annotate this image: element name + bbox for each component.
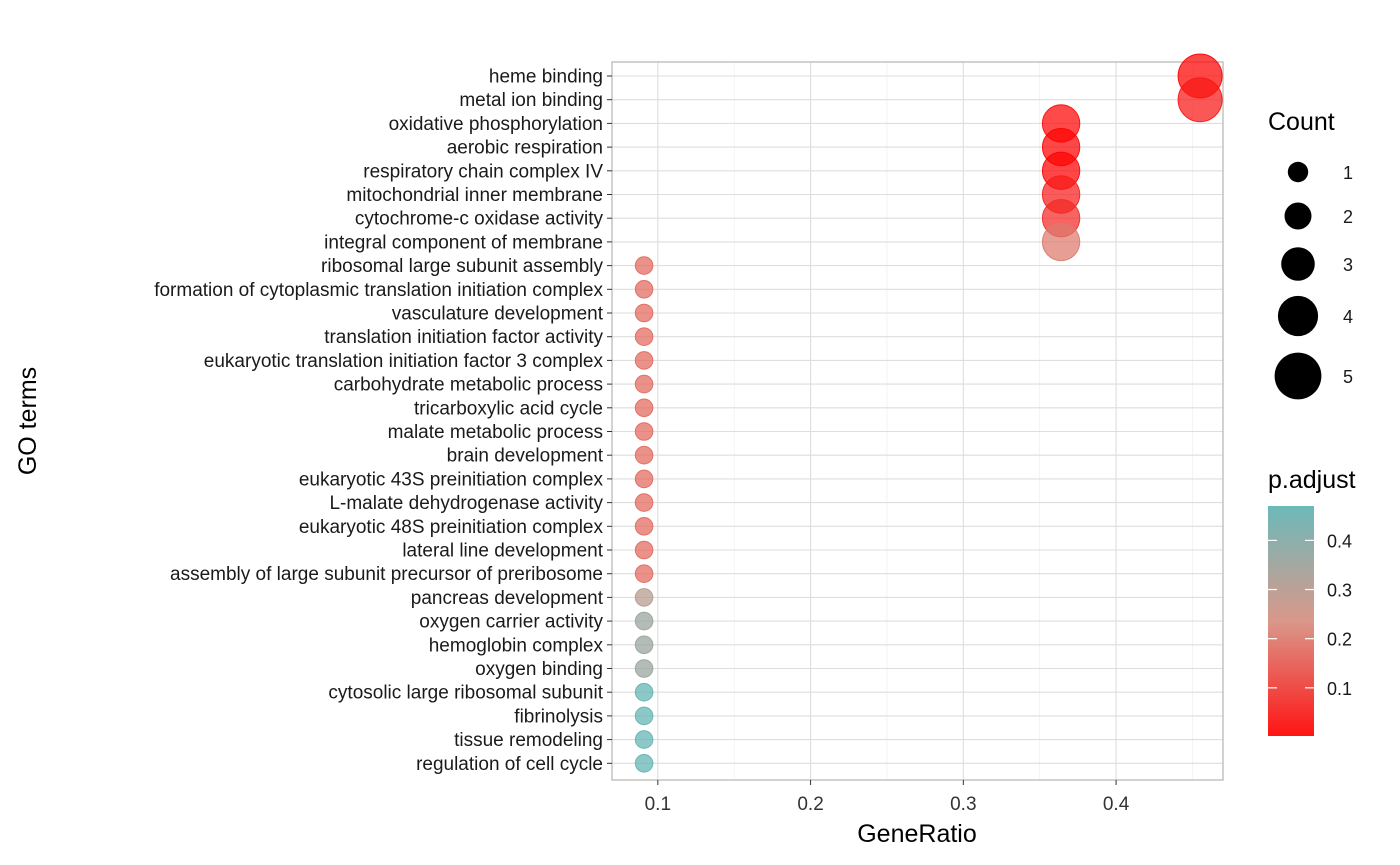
y-tick-label: brain development xyxy=(447,446,604,467)
y-tick-label: eukaryotic 48S preinitiation complex xyxy=(299,517,604,538)
y-tick-label: oxygen carrier activity xyxy=(419,612,603,633)
data-point xyxy=(634,469,654,489)
count-legend: Count 1 2 3 4 5 xyxy=(1268,108,1353,400)
colorbar-tick-label: 0.1 xyxy=(1327,679,1352,699)
x-tick-label: 0.1 xyxy=(645,794,671,815)
count-legend-label: 3 xyxy=(1343,255,1353,275)
data-point xyxy=(1041,222,1081,262)
y-tick-label: L-malate dehydrogenase activity xyxy=(329,493,603,514)
data-point xyxy=(634,706,654,726)
y-axis-title: GO terms xyxy=(14,367,42,475)
y-tick-label: vasculature development xyxy=(392,304,604,325)
x-tick-label: 0.4 xyxy=(1103,794,1130,815)
data-point xyxy=(634,445,654,465)
count-legend-label: 5 xyxy=(1343,367,1353,387)
data-point xyxy=(634,351,654,370)
x-axis-ticks: 0.1 0.2 0.3 0.4 xyxy=(645,780,1130,815)
y-tick-label: pancreas development xyxy=(411,588,604,609)
data-point xyxy=(634,754,654,773)
data-point xyxy=(634,517,654,536)
y-tick-label: respiratory chain complex IV xyxy=(363,161,603,182)
y-tick-label: hemoglobin complex xyxy=(429,635,604,656)
count-legend-dot xyxy=(1274,352,1322,400)
count-legend-dot xyxy=(1287,161,1309,183)
y-tick-label: oxygen binding xyxy=(475,659,603,680)
data-point xyxy=(634,256,654,275)
data-point xyxy=(634,303,654,323)
p-adjust-legend: p.adjust 0.1 0.2 0.3 0.4 xyxy=(1268,466,1356,736)
data-point xyxy=(634,730,654,749)
y-tick-label: eukaryotic translation initiation factor… xyxy=(204,351,604,372)
grid xyxy=(612,62,1223,780)
data-point xyxy=(634,398,654,418)
data-points xyxy=(634,53,1223,773)
colorbar-tick-label: 0.3 xyxy=(1327,581,1352,601)
data-point xyxy=(634,611,654,631)
y-tick-label: eukaryotic 43S preinitiation complex xyxy=(299,469,604,490)
y-tick-label: cytochrome-c oxidase activity xyxy=(355,209,604,230)
data-point xyxy=(634,327,654,347)
count-legend-items: 1 2 3 4 5 xyxy=(1274,161,1353,400)
y-tick-label: assembly of large subunit precursor of p… xyxy=(170,564,603,585)
count-legend-label: 4 xyxy=(1343,307,1353,327)
data-point xyxy=(634,422,654,441)
y-tick-label: aerobic respiration xyxy=(447,138,603,159)
data-point xyxy=(634,564,654,584)
y-tick-label: metal ion binding xyxy=(459,90,603,111)
data-point xyxy=(634,635,654,655)
count-legend-dot xyxy=(1284,202,1312,230)
y-tick-label: oxidative phosphorylation xyxy=(389,114,603,135)
count-legend-title: Count xyxy=(1268,108,1335,136)
y-tick-label: translation initiation factor activity xyxy=(324,327,603,348)
y-tick-label: ribosomal large subunit assembly xyxy=(321,256,603,277)
count-legend-dot xyxy=(1281,247,1315,281)
x-tick-label: 0.2 xyxy=(797,794,823,815)
p-adjust-legend-title: p.adjust xyxy=(1268,466,1356,494)
colorbar-tick-label: 0.4 xyxy=(1327,531,1352,551)
y-tick-label: integral component of membrane xyxy=(324,232,603,253)
data-point xyxy=(634,659,654,678)
data-point xyxy=(634,540,654,560)
count-legend-label: 2 xyxy=(1343,207,1353,227)
y-tick-label: carbohydrate metabolic process xyxy=(334,375,603,396)
y-tick-label: heme binding xyxy=(489,67,603,88)
data-point xyxy=(634,588,654,607)
panel-border xyxy=(611,61,1224,781)
p-adjust-colorbar-ticks: 0.1 0.2 0.3 0.4 xyxy=(1268,531,1352,699)
y-tick-label: regulation of cell cycle xyxy=(416,754,603,775)
data-point xyxy=(634,682,654,702)
colorbar-tick-label: 0.2 xyxy=(1327,630,1352,650)
y-tick-label: malate metabolic process xyxy=(388,422,603,443)
y-tick-label: tricarboxylic acid cycle xyxy=(414,398,603,419)
y-tick-label: lateral line development xyxy=(402,541,603,562)
x-axis-title: GeneRatio xyxy=(857,820,977,848)
count-legend-dot xyxy=(1277,295,1319,337)
count-legend-label: 1 xyxy=(1343,163,1353,183)
data-point xyxy=(1177,77,1223,123)
data-point xyxy=(634,280,654,299)
y-tick-label: mitochondrial inner membrane xyxy=(346,185,603,206)
x-tick-label: 0.3 xyxy=(950,794,976,815)
data-point xyxy=(634,493,654,512)
y-tick-label: fibrinolysis xyxy=(514,706,603,727)
y-tick-label: formation of cytoplasmic translation ini… xyxy=(154,280,603,301)
p-adjust-colorbar xyxy=(1268,506,1314,736)
y-tick-label: cytosolic large ribosomal subunit xyxy=(328,683,603,704)
data-point xyxy=(634,374,654,394)
y-tick-label: tissue remodeling xyxy=(454,730,603,751)
